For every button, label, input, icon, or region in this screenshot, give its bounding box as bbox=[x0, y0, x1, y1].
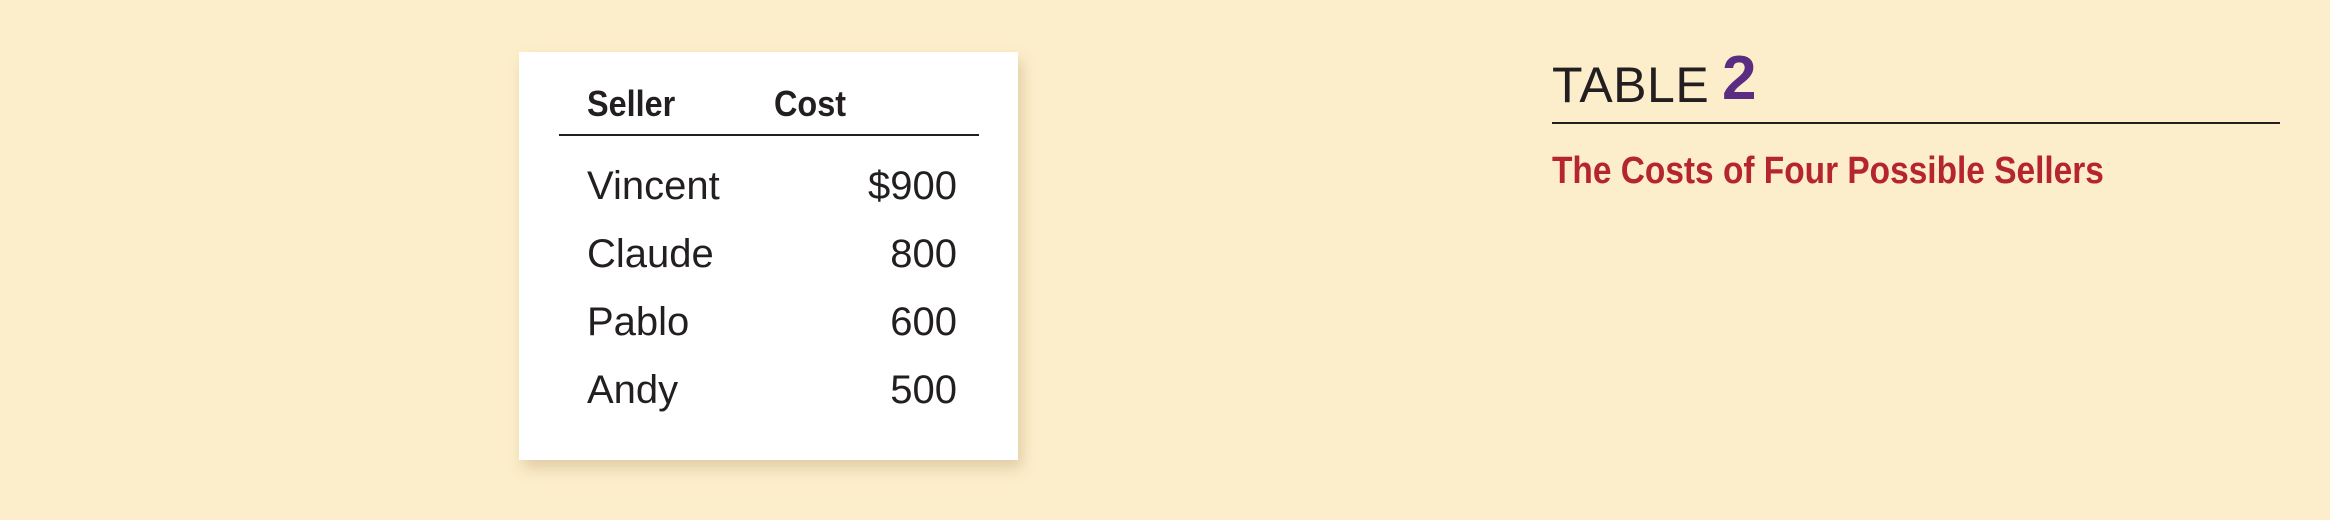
caption-heading: TABLE 2 bbox=[1552, 44, 2280, 124]
seller-name-cell: Pablo bbox=[587, 300, 690, 344]
table-row: Andy 500 bbox=[587, 356, 967, 424]
cost-cell: 500 bbox=[890, 368, 957, 412]
table-body: Vincent $900 Claude 800 Pablo 600 Andy 5… bbox=[587, 152, 967, 424]
table-number: 2 bbox=[1722, 44, 1757, 113]
table-caption: TABLE 2 The Costs of Four Possible Selle… bbox=[1552, 44, 2280, 194]
seller-name-cell: Claude bbox=[587, 232, 714, 276]
table-label: TABLE bbox=[1552, 57, 1710, 113]
column-header-cost: Cost bbox=[774, 83, 846, 124]
cost-cell: 800 bbox=[890, 232, 957, 276]
column-header-seller: Seller bbox=[587, 83, 676, 124]
seller-name-cell: Vincent bbox=[587, 164, 720, 208]
cost-cell: 600 bbox=[890, 300, 957, 344]
cost-cell: $900 bbox=[868, 164, 957, 208]
table-header-row: Seller Cost bbox=[559, 74, 979, 136]
caption-title: The Costs of Four Possible Sellers bbox=[1552, 150, 2104, 192]
table-row: Pablo 600 bbox=[587, 288, 967, 356]
seller-cost-table: Seller Cost Vincent $900 Claude 800 Pabl… bbox=[519, 52, 1018, 460]
table-row: Claude 800 bbox=[587, 220, 967, 288]
table-row: Vincent $900 bbox=[587, 152, 967, 220]
seller-name-cell: Andy bbox=[587, 368, 679, 412]
